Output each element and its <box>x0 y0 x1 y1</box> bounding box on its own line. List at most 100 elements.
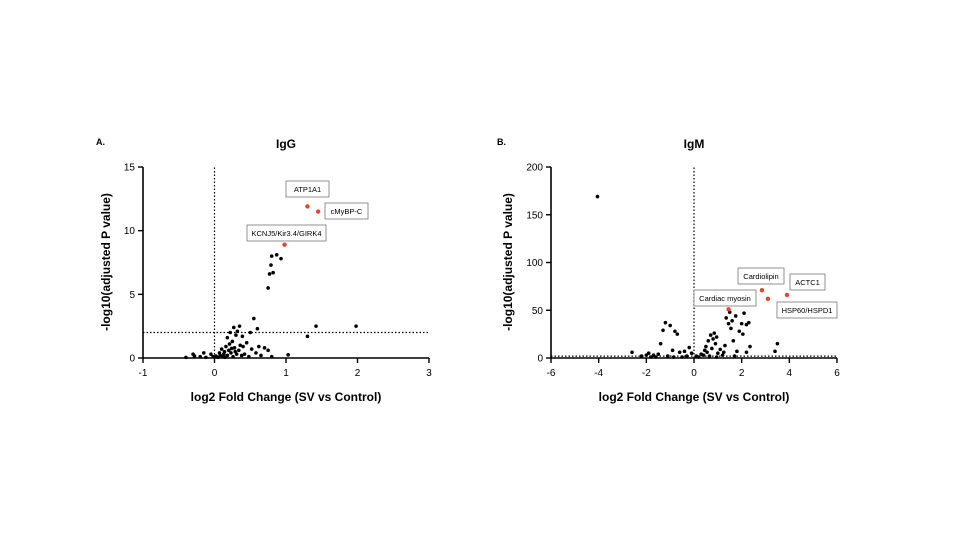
chart-title: IgM <box>684 137 705 151</box>
x-tick-label: 0 <box>212 368 218 379</box>
annotation-label: KCNJ5/Kir3.4/GIRK4 <box>251 229 321 238</box>
y-tick-label: 50 <box>532 306 544 317</box>
data-point <box>269 254 274 258</box>
chart-title: IgG <box>276 137 296 151</box>
data-point <box>656 352 661 356</box>
data-point <box>252 316 256 321</box>
data-point <box>721 350 726 355</box>
annotation-label: HSP60/HSPD1 <box>782 306 833 315</box>
data-point <box>244 340 249 345</box>
data-point <box>237 324 242 328</box>
data-point <box>704 344 708 349</box>
data-point <box>747 320 751 325</box>
data-point <box>670 348 675 353</box>
data-point <box>286 353 290 357</box>
data-point <box>235 329 240 334</box>
highlighted-point <box>784 292 790 298</box>
data-point <box>675 332 680 336</box>
y-tick-label: 0 <box>537 354 543 365</box>
data-point <box>729 326 733 331</box>
data-point <box>720 353 725 357</box>
data-point <box>234 333 238 337</box>
data-point <box>775 341 780 346</box>
data-point <box>665 354 670 358</box>
data-point <box>773 349 777 354</box>
chart-b-igm: B. IgM log2 Fold Change (SV vs Control) -lo… <box>497 137 840 404</box>
data-point <box>192 354 197 358</box>
highlighted-point <box>759 287 765 293</box>
data-point <box>228 330 233 335</box>
x-tick-label: 2 <box>739 368 745 379</box>
data-point <box>354 324 358 328</box>
data-point <box>742 311 746 315</box>
data-point <box>671 355 676 359</box>
data-point <box>687 345 692 350</box>
x-tick-label: -2 <box>642 368 651 379</box>
x-tick-label: -6 <box>547 368 556 379</box>
panel-label: B. <box>497 137 506 147</box>
data-point <box>663 320 668 325</box>
data-point <box>630 350 634 355</box>
data-point <box>732 354 737 358</box>
annotation-box <box>737 267 785 285</box>
data-point <box>707 354 712 358</box>
data-point <box>677 350 682 355</box>
y-tick-label: 200 <box>526 163 543 174</box>
annotation-box <box>776 301 838 319</box>
data-point <box>705 350 709 355</box>
x-tick-label: 4 <box>787 368 793 379</box>
data-point <box>229 346 234 351</box>
y-tick-label: 5 <box>129 290 135 301</box>
data-point <box>724 316 728 320</box>
data-point <box>739 321 744 326</box>
data-point <box>269 263 273 267</box>
annotation-label: Cardiac myosin <box>699 294 751 303</box>
data-point <box>733 314 738 318</box>
x-tick-label: -1 <box>139 368 148 379</box>
data-point <box>184 355 188 360</box>
data-point <box>227 342 232 346</box>
data-point <box>712 331 717 335</box>
data-point <box>225 335 230 340</box>
data-point <box>696 355 701 359</box>
data-point <box>279 256 283 261</box>
data-point <box>240 334 245 339</box>
data-point <box>204 355 208 360</box>
data-point <box>744 350 749 355</box>
data-point <box>731 339 736 343</box>
y-axis-label: -log10(adjusted P value) <box>99 193 113 331</box>
data-point <box>241 344 245 349</box>
data-point <box>269 354 274 359</box>
data-point <box>255 326 260 331</box>
data-point <box>639 354 644 358</box>
data-point <box>222 349 227 354</box>
data-point <box>718 347 723 352</box>
data-point <box>726 321 731 326</box>
panel-label: A. <box>96 137 105 147</box>
x-tick-label: 0 <box>691 368 697 379</box>
data-point <box>682 349 687 354</box>
data-point <box>232 325 236 330</box>
data-point <box>238 343 243 348</box>
data-point <box>595 194 600 199</box>
annotation-label: ATP1A1 <box>294 185 321 194</box>
data-point <box>735 349 739 354</box>
annotation-label: ACTC1 <box>795 278 820 287</box>
data-point <box>242 352 247 356</box>
highlighted-point <box>765 296 771 301</box>
data-point <box>218 353 223 358</box>
data-point <box>668 323 672 328</box>
y-axis-label: -log10(adjusted P value) <box>501 193 515 331</box>
highlighted-point <box>305 204 310 209</box>
y-tick-label: 100 <box>526 258 543 269</box>
annotation-label: cMyBP-C <box>331 207 363 216</box>
data-point <box>706 339 711 343</box>
data-point <box>229 351 233 355</box>
data-point <box>247 354 251 359</box>
data-point <box>730 318 734 323</box>
data-point <box>661 328 665 333</box>
data-point <box>225 353 230 358</box>
y-tick-label: 150 <box>526 210 543 221</box>
data-point <box>219 347 224 351</box>
data-point <box>710 346 714 351</box>
